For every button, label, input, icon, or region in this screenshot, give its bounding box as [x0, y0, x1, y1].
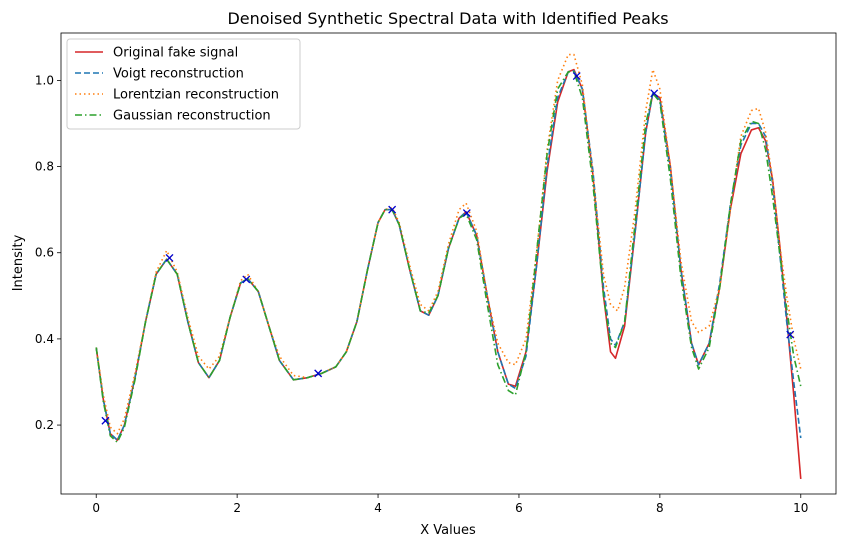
chart-title: Denoised Synthetic Spectral Data with Id…	[227, 9, 668, 28]
series-line-1	[95, 70, 802, 441]
x-tick-label: 0	[92, 501, 100, 515]
peak-marker	[462, 209, 471, 218]
x-tick-label: 2	[233, 501, 241, 515]
peak-marker	[388, 205, 397, 214]
x-axis-ticks: 0 2 4 6 8 10	[92, 494, 808, 515]
legend-label: Lorentzian reconstruction	[113, 88, 279, 103]
peaks-layer	[101, 72, 795, 425]
peak-marker	[314, 369, 323, 378]
legend-label: Voigt reconstruction	[113, 67, 244, 82]
y-tick-label: 0.2	[35, 418, 54, 432]
legend-box	[66, 38, 301, 130]
plot-frame	[60, 32, 837, 495]
legend-label: Original fake signal	[113, 46, 238, 61]
peak-marker	[572, 72, 581, 81]
peak-marker	[101, 416, 110, 425]
y-axis-ticks: 0.2 0.4 0.6 0.8 1.0	[35, 73, 61, 432]
peak-marker	[242, 275, 251, 284]
y-tick-label: 0.8	[35, 160, 54, 174]
peak-marker	[786, 330, 795, 339]
peak-marker	[650, 89, 659, 98]
x-axis-label: X Values	[420, 523, 476, 538]
legend-label: Gaussian reconstruction	[113, 109, 271, 124]
x-tick-label: 8	[656, 501, 664, 515]
y-axis-label: Intensity	[11, 234, 26, 291]
peak-marker	[165, 253, 174, 262]
x-tick-label: 4	[374, 501, 382, 515]
legend: Original fake signal Voigt reconstruction…	[66, 38, 301, 130]
x-tick-label: 6	[515, 501, 523, 515]
x-tick-label: 10	[793, 501, 808, 515]
y-tick-label: 1.0	[35, 73, 54, 87]
y-tick-label: 0.6	[35, 246, 54, 260]
y-tick-label: 0.4	[35, 332, 54, 346]
